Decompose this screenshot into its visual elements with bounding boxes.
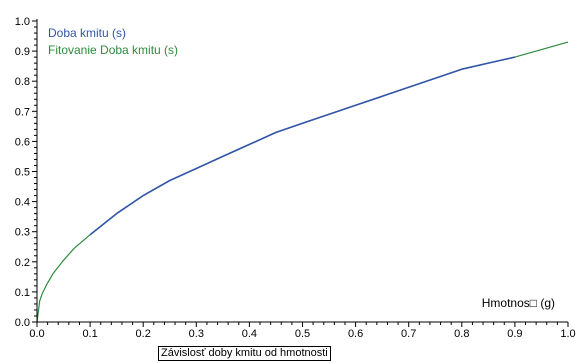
y-tick-label: 0.0 [15, 317, 30, 329]
y-tick-label: 0.8 [15, 76, 30, 88]
y-tick-label: 0.7 [15, 106, 30, 118]
legend: Doba kmitu (s) Fitovanie Doba kmitu (s) [48, 26, 178, 57]
y-tick-label: 0.6 [15, 136, 30, 148]
x-tick-label: 0.3 [189, 328, 204, 340]
series-line-fitovanie [36, 41, 569, 323]
x-axis-label: Hmotnos□ (g) [482, 296, 555, 310]
legend-entry-fitovanie: Fitovanie Doba kmitu (s) [48, 43, 178, 57]
x-tick-label: 0.7 [401, 328, 416, 340]
y-tick-label: 0.2 [15, 257, 30, 269]
x-tick-label: 0.6 [348, 328, 363, 340]
chart-caption: Závislosť doby kmitu od hmotnosti [158, 346, 331, 361]
y-tick-label: 0.9 [15, 46, 30, 58]
x-tick-label: 0.5 [295, 328, 310, 340]
series-line-doba-kmitu [89, 56, 516, 236]
y-tick-label: 0.4 [15, 197, 30, 209]
y-tick-label: 0.1 [15, 287, 30, 299]
x-tick-label: 1.0 [560, 328, 575, 340]
x-tick-label: 0.0 [29, 328, 44, 340]
y-tick-label: 0.5 [15, 167, 30, 179]
axes: 0.0 0.1 0.2 0.3 0.4 0.5 0.6 0.7 0.8 0.9 1.0 0.0 0.1 0… [15, 16, 576, 340]
y-tick-label: 0.3 [15, 227, 30, 239]
plot-area [36, 41, 569, 323]
x-tick-label: 0.8 [454, 328, 469, 340]
x-tick-label: 0.9 [507, 328, 522, 340]
legend-entry-doba-kmitu: Doba kmitu (s) [48, 26, 126, 40]
x-tick-label: 0.1 [82, 328, 97, 340]
y-tick-label: 1.0 [15, 16, 30, 28]
x-tick-label: 0.4 [242, 328, 257, 340]
x-tick-label: 0.2 [136, 328, 151, 340]
